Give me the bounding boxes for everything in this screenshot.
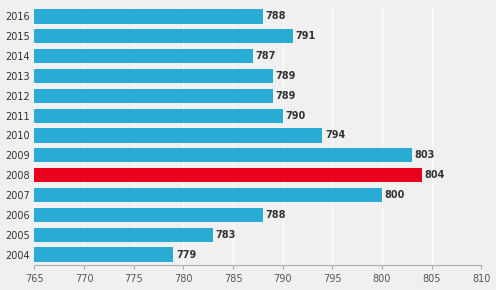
Bar [35,247,174,262]
Bar [35,9,263,23]
Text: 804: 804 [424,170,444,180]
Text: 803: 803 [414,150,434,160]
Bar [35,108,283,123]
Bar [35,168,422,182]
Text: 788: 788 [265,12,286,21]
Text: 788: 788 [265,210,286,220]
Text: 790: 790 [285,111,306,121]
Bar [35,188,382,202]
Text: 791: 791 [295,31,315,41]
Text: 789: 789 [275,91,296,101]
Bar [35,29,293,44]
Bar [35,69,273,83]
Text: 800: 800 [384,190,405,200]
Bar [35,228,213,242]
Bar [35,128,322,143]
Bar [35,148,412,162]
Text: 779: 779 [176,249,196,260]
Bar [35,89,273,103]
Text: 789: 789 [275,71,296,81]
Text: 794: 794 [325,130,345,140]
Bar [35,208,263,222]
Text: 783: 783 [216,230,236,240]
Bar [35,49,253,63]
Text: 787: 787 [255,51,276,61]
